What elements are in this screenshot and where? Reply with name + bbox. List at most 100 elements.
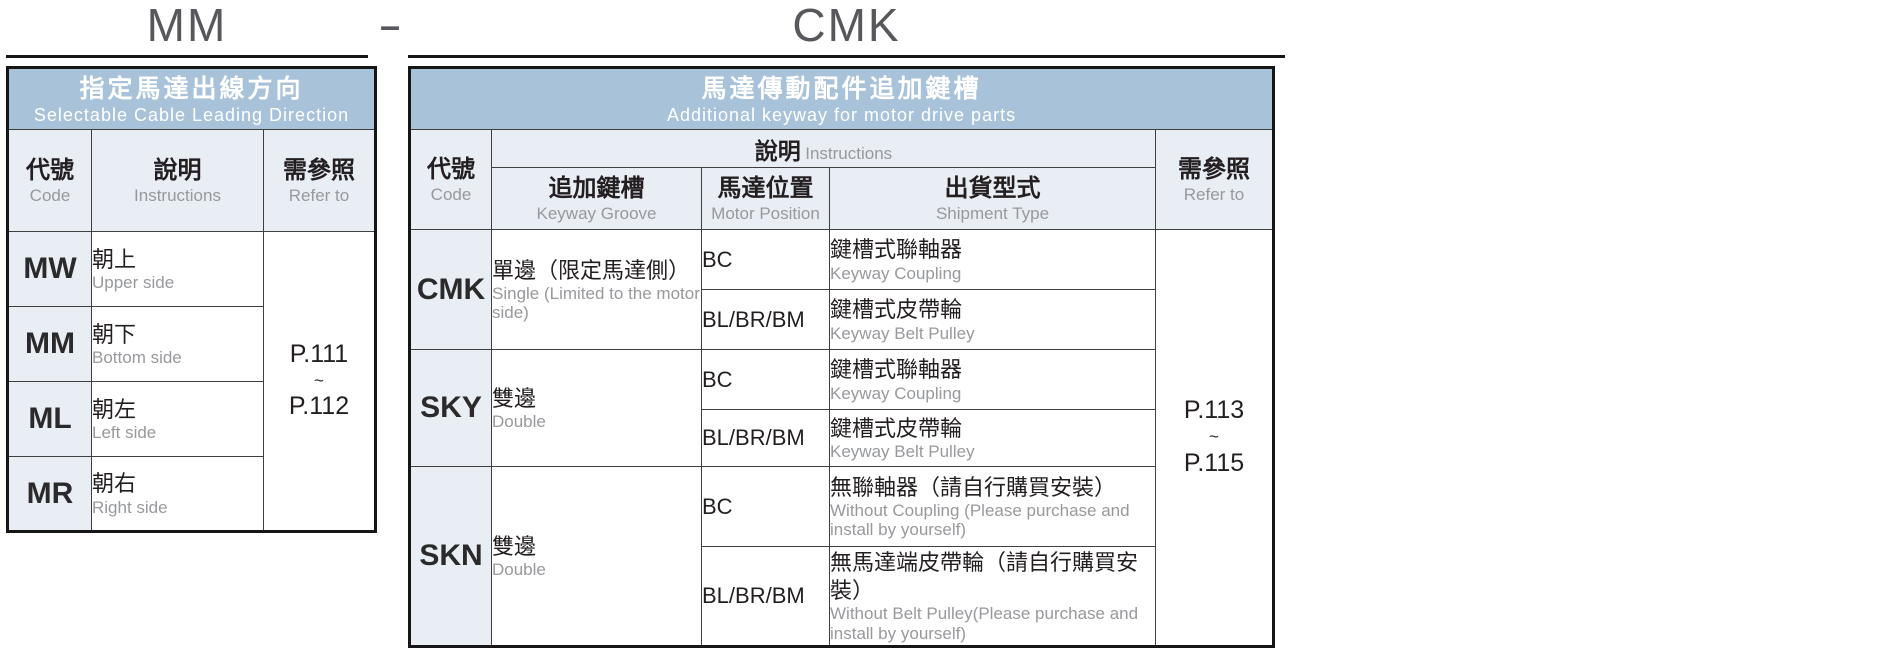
instruction-cell-mw: 朝上 Upper side [91,231,264,307]
instruction-zh: 朝下 [92,321,137,347]
shipment-cell-skn-bc: 無聯軸器（請自行購買安裝） Without Coupling (Please p… [829,466,1156,547]
keyway-cell-skn: 雙邊 Double [491,466,702,647]
column-header-refer: 需參照 Refer to [1154,129,1275,230]
refer-to: P.112 [288,392,350,421]
shipment-cell-cmk-bc: 鍵槽式聯軸器 Keyway Coupling [829,229,1156,290]
column-header-refer-en: Refer to [288,185,350,205]
instruction-zh: 朝右 [92,471,137,497]
code-cell-skn: SKN [409,466,492,647]
table-row: MR 朝右 Right side [7,456,376,532]
motor-cell-skn-bl: BL/BR/BM [701,546,830,647]
table-row: 代號 Code 說明 Instructions 需參照 Refer to [409,129,1275,230]
shipment-zh: 無馬達端皮帶輪（請自行購買安裝） [830,550,1139,603]
table-title-zh: 指定馬達出線方向 [79,75,304,104]
cable-direction-table: 指定馬達出線方向 Selectable Cable Leading Direct… [6,66,377,533]
column-header-code-en: Code [430,184,472,204]
column-header-refer-en: Refer to [1183,184,1245,204]
code-cell-mw: MW [7,231,92,307]
instruction-cell-mm: 朝下 Bottom side [91,306,264,382]
title-underline-left [6,55,368,58]
shipment-zh: 鍵槽式皮帶輪 [830,297,963,323]
table-row: 指定馬達出線方向 Selectable Cable Leading Direct… [7,67,376,130]
column-header-instructions: 說明 Instructions [91,129,264,232]
table-row: SKY 雙邊 Double BC 鍵槽式聯軸器 Keyway Coupling [409,349,1274,467]
keyway-table: 馬達傳動配件追加鍵槽 Additional keyway for motor d… [408,66,1276,648]
code-cell-sky: SKY [409,349,492,467]
instruction-en: Upper side [92,273,175,293]
instruction-en: Left side [92,423,157,443]
model-code-right: CMK [792,0,901,51]
column-header-code: 代號 Code [409,129,492,230]
motor-cell-cmk-bl: BL/BR/BM [701,289,830,350]
table-row: 追加鍵槽 Keyway Groove 馬達位置 Motor Position 出… [410,167,1274,230]
column-header-code-en: Code [29,185,71,205]
column-header-code-zh: 代號 [427,155,475,183]
instruction-en: Right side [92,497,168,517]
motor-cell-cmk-bc: BC [701,229,830,290]
code-cell-mm: MM [7,306,92,382]
shipment-zh: 無聯軸器（請自行購買安裝） [830,474,1117,500]
table-row: SKN 雙邊 Double BC 無聯軸器（請自行購買安裝） Without C… [409,466,1274,647]
motor-cell-sky-bc: BC [701,349,830,410]
code-cell-cmk: CMK [409,229,492,350]
keyway-en: Double [492,412,546,432]
shipment-cell-sky-bc: 鍵槽式聯軸器 Keyway Coupling [829,349,1156,410]
column-header-code: 代號 Code [7,129,92,232]
cable-table-title: 指定馬達出線方向 Selectable Cable Leading Direct… [7,67,376,130]
refer-cell-keyway: P.113 ~ P.115 [1154,229,1275,647]
column-header-instructions-zh: 說明 [754,137,801,164]
model-code-left: MM [146,0,228,51]
table-title-en: Selectable Cable Leading Direction [33,105,350,126]
keyway-cell-cmk: 單邊（限定馬達側） Single (Limited to the motor s… [491,229,702,350]
instruction-zh: 朝上 [92,246,137,272]
column-header-motor-position-en: Motor Position [711,203,820,223]
shipment-en: Keyway Coupling [830,263,962,283]
column-header-motor-position: 馬達位置 Motor Position [701,167,830,230]
table-row: CMK 單邊（限定馬達側） Single (Limited to the mot… [409,229,1275,647]
table-row: BL/BR/BM 鍵槽式皮帶輪 Keyway Belt Pulley [410,409,1274,467]
instruction-en: Bottom side [92,348,182,368]
table-row: BL/BR/BM 無馬達端皮帶輪（請自行購買安裝） Without Belt P… [410,546,1274,647]
column-header-instructions-zh: 說明 [153,156,202,184]
refer-from: P.111 [289,339,349,368]
shipment-en: Without Coupling (Please purchase and in… [830,501,1130,540]
shipment-zh: 鍵槽式聯軸器 [830,237,963,263]
refer-cell-cable: P.111 ~ P.112 [263,231,376,532]
shipment-en: Keyway Belt Pulley [830,323,975,343]
column-header-motor-position-zh: 馬達位置 [717,174,814,202]
table-row: MW 朝上 Upper side P.111 ~ P.112 [7,231,376,532]
column-header-instructions: 說明 Instructions [491,129,1156,168]
refer-to: P.115 [1183,448,1245,477]
column-header-shipment-type-en: Shipment Type [935,203,1050,223]
shipment-zh: 鍵槽式皮帶輪 [830,415,963,441]
column-header-refer: 需參照 Refer to [263,129,376,232]
instruction-cell-mr: 朝右 Right side [91,456,264,532]
column-header-instructions-en: Instructions [134,185,221,205]
shipment-cell-skn-bl: 無馬達端皮帶輪（請自行購買安裝） Without Belt Pulley(Ple… [829,546,1156,647]
table-title-zh: 馬達傳動配件追加鍵槽 [701,75,982,104]
shipment-cell-sky-bl: 鍵槽式皮帶輪 Keyway Belt Pulley [829,409,1156,467]
model-code-separator: – [379,5,401,46]
table-row: BL/BR/BM 鍵槽式皮帶輪 Keyway Belt Pulley [410,289,1274,350]
motor-cell-skn-bc: BC [701,466,830,547]
column-header-keyway-groove: 追加鍵槽 Keyway Groove [491,167,702,230]
refer-tilde: ~ [314,370,324,390]
column-header-instructions-en: Instructions [805,143,893,163]
keyway-table-title: 馬達傳動配件追加鍵槽 Additional keyway for motor d… [408,67,1275,130]
shipment-zh: 鍵槽式聯軸器 [830,357,963,383]
column-header-refer-zh: 需參照 [283,156,355,184]
title-underline-right [408,55,1285,58]
instruction-cell-ml: 朝左 Left side [91,381,264,457]
keyway-en: Single (Limited to the motor side) [492,284,700,323]
shipment-en: Keyway Belt Pulley [830,442,975,462]
column-header-shipment-type-zh: 出貨型式 [944,174,1041,202]
column-header-refer-zh: 需參照 [1178,155,1251,183]
table-row: 馬達傳動配件追加鍵槽 Additional keyway for motor d… [408,67,1275,130]
refer-from: P.113 [1183,396,1245,425]
code-cell-mr: MR [7,456,92,532]
table-row: ML 朝左 Left side [7,381,376,457]
keyway-en: Double [492,560,546,580]
keyway-cell-sky: 雙邊 Double [491,349,702,467]
column-header-keyway-groove-en: Keyway Groove [536,203,657,223]
